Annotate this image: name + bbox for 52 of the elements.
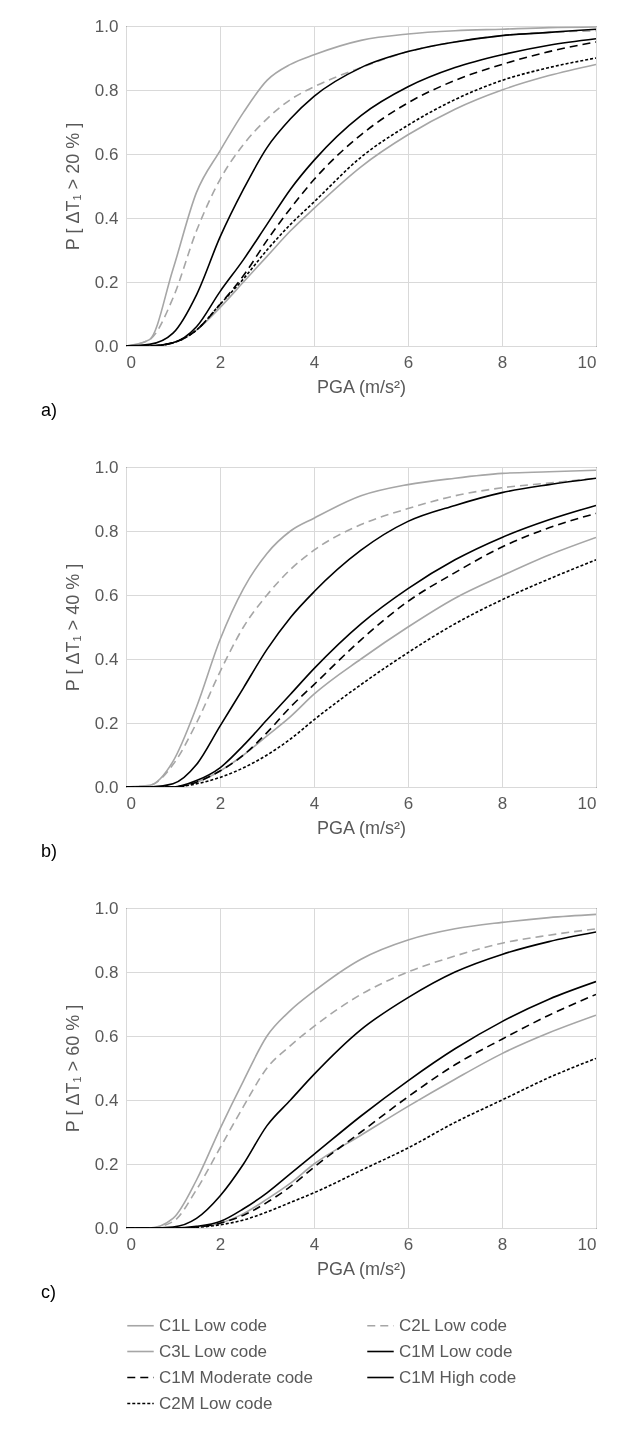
y-tick-label: 0.8 [94,962,119,982]
y-tick-label: 0.6 [94,144,119,164]
y-axis-title: P [ ΔT₁ > 20 % ] [62,122,83,251]
y-tick-label: 0.6 [94,1026,119,1046]
x-tick-label: 10 [577,793,597,813]
legend-label: C1M High code [399,1367,517,1387]
x-tick-label: 0 [126,1234,136,1254]
y-tick-label: 0.4 [94,208,119,228]
legend-label: C2L Low code [399,1315,508,1335]
legend-label: C2M Low code [159,1393,273,1413]
x-axis-title: PGA (m/s²) [317,376,406,397]
text: b) [41,841,58,861]
y-tick-label: 0.2 [94,713,119,733]
x-tick-label: 8 [497,793,508,813]
x-tick-label: 8 [497,352,508,372]
y-tick-label: 0.4 [94,649,119,669]
x-tick-label: 6 [403,352,414,372]
x-tick-label: 10 [577,352,597,372]
legend-label: C1L Low code [159,1315,268,1335]
y-tick-label: 0.2 [94,272,119,292]
y-tick-label: 1.0 [94,457,119,477]
y-tick-label: 0.0 [94,777,119,797]
y-axis-title: P [ ΔT₁ > 40 % ] [62,563,83,692]
x-tick-label: 2 [215,1234,226,1254]
y-tick-label: 1.0 [94,898,119,918]
x-tick-label: 10 [577,1234,597,1254]
x-tick-label: 4 [309,793,320,813]
y-tick-label: 0.2 [94,1154,119,1174]
y-tick-label: 0.0 [94,336,119,356]
x-tick-label: 4 [309,352,320,372]
y-tick-label: 0.0 [94,1218,119,1238]
y-tick-label: 1.0 [94,16,119,36]
x-tick-label: 0 [126,793,136,813]
text: a) [41,400,58,420]
x-axis-title: PGA (m/s²) [317,1258,406,1279]
x-tick-label: 2 [215,352,226,372]
y-tick-label: 0.8 [94,521,119,541]
x-tick-label: 6 [403,793,414,813]
legend-label: C1M Low code [399,1341,513,1361]
y-tick-label: 0.6 [94,585,119,605]
x-tick-label: 6 [403,1234,414,1254]
x-tick-label: 4 [309,1234,320,1254]
text: c) [41,1282,56,1302]
y-axis-title: P [ ΔT₁ > 60 % ] [62,1004,83,1133]
y-tick-label: 0.8 [94,80,119,100]
y-tick-label: 0.4 [94,1090,119,1110]
x-axis-title: PGA (m/s²) [317,817,406,838]
x-tick-label: 0 [126,352,136,372]
x-tick-label: 2 [215,793,226,813]
legend-label: C3L Low code [159,1341,268,1361]
x-tick-label: 8 [497,1234,508,1254]
legend-label: C1M Moderate code [159,1367,314,1387]
